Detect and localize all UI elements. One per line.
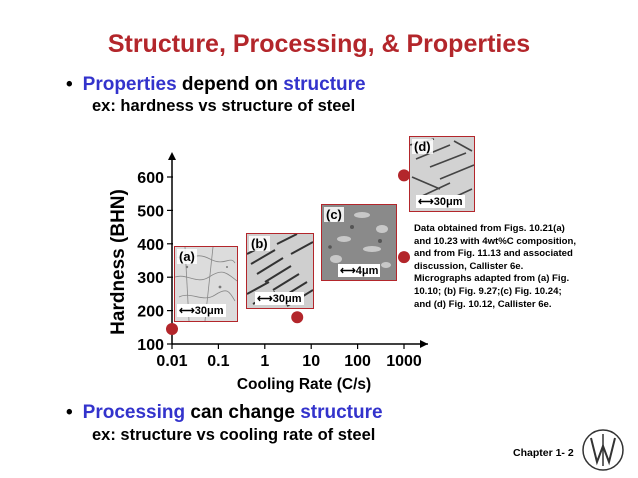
x-tick-label: 10 [302,353,320,370]
micrograph-a: (a) ⟷30μm [174,246,238,322]
micrograph-b-scale: ⟷30μm [255,292,304,305]
x-tick-label: 1 [260,353,269,370]
publisher-logo-icon [582,429,624,471]
source-note-line: discussion, Callister 6e. [414,260,524,272]
bullet-dot: • [66,402,73,423]
slide-title: Structure, Processing, & Properties [107,30,531,58]
bullet-processing: • Processing can change structure [66,402,383,424]
data-point [398,169,410,182]
micrograph-a-label: (a) [177,249,197,264]
x-tick-label: 0.1 [207,353,229,370]
bullet-properties: • Properties depend on structure [66,74,366,96]
y-tick-label: 500 [137,203,164,220]
data-point [291,311,304,324]
source-note-line: Micrographs adapted from (a) Fig. [414,273,570,285]
micrograph-c-scale-text: 4μm [355,265,379,277]
y-tick-label: 200 [137,304,164,321]
keyword-processing: Processing [82,402,186,423]
y-tick-label: 300 [137,270,164,287]
micrograph-c-scale: ⟷4μm [338,264,381,277]
micrograph-a-scale: ⟷30μm [177,304,226,317]
keyword-structure: structure [300,402,383,423]
y-tick-label: 400 [137,237,164,254]
micrograph-c: (c) ⟷4μm [321,204,397,281]
y-tick-label: 100 [137,337,164,354]
keyword-structure: structure [283,74,366,95]
x-axis-label: Cooling Rate (C/s) [237,376,371,393]
micrograph-d-scale-text: 30μm [433,196,463,208]
source-note-line: and from Fig. 11.13 and associated [414,248,573,260]
data-point [166,322,178,335]
y-tick-label: 600 [137,170,164,187]
example-hardness: ex: hardness vs structure of steel [92,97,356,115]
micrograph-b: (b) ⟷30μm [246,233,314,309]
example-cooling: ex: structure vs cooling rate of steel [92,426,376,444]
y-axis-arrow [168,152,176,160]
source-note-line: Data obtained from Figs. 10.21(a) [414,223,565,234]
micrograph-d-scale: ⟷30μm [416,195,465,208]
source-note: Data obtained from Figs. 10.21(a) and 10… [414,223,610,311]
micrograph-c-label: (c) [324,207,344,222]
x-tick-label: 1000 [386,353,422,370]
source-note-line: 10.10; (b) Fig. 9.27;(c) Fig. 10.24; [414,285,562,297]
source-note-line: and 10.23 with 4wt%C composition, [414,235,577,247]
x-tick-label: 100 [344,353,371,370]
data-point [398,251,410,264]
x-axis-arrow [420,340,428,348]
source-note-line: and (d) Fig. 10.12, Callister 6e. [414,298,552,310]
keyword-properties: Properties [82,74,177,95]
chapter-footer: Chapter 1- 2 [513,447,574,459]
x-tick-label: 0.01 [156,353,187,370]
bullet-dot: • [66,74,73,95]
micrograph-b-label: (b) [249,236,270,251]
micrograph-d-label: (d) [412,139,433,154]
bullet-text: depend on [181,74,278,95]
micrograph-a-scale-text: 30μm [194,305,224,317]
micrograph-b-scale-text: 30μm [272,293,302,305]
micrograph-d: (d) ⟷30μm [409,136,475,212]
bullet-text: can change [190,402,295,423]
y-axis-label: Hardness (BHN) [108,189,129,335]
